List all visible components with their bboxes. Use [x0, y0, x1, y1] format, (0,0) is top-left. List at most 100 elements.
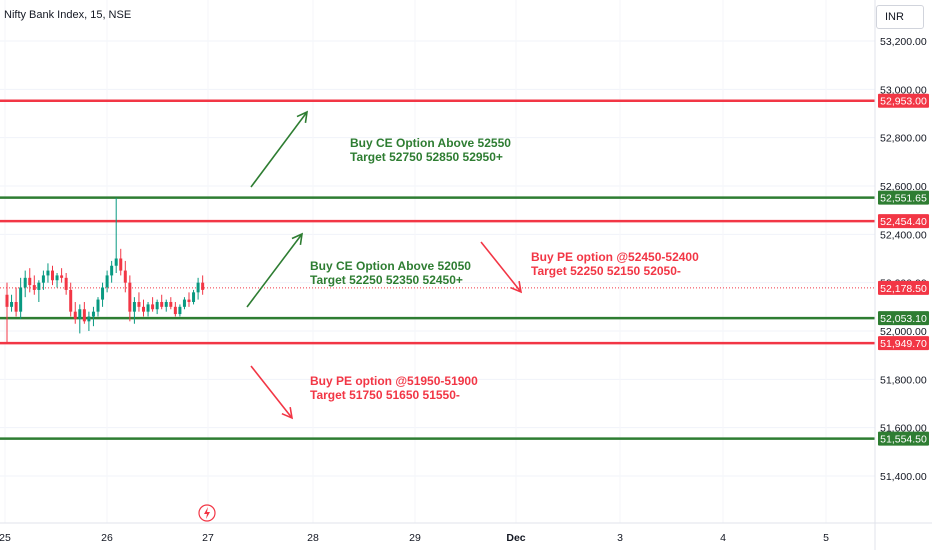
annotation-line2: Target 52750 52850 52950+ [350, 150, 503, 164]
y-tick-label: 53,200.00 [880, 36, 927, 48]
currency-button[interactable]: INR [876, 5, 924, 29]
level-price-label: 52,953.00 [880, 96, 927, 108]
level-price-tag [878, 336, 929, 351]
candle-body [160, 302, 164, 307]
trade-arrowhead [281, 407, 294, 420]
candle-body [19, 287, 23, 312]
candle-body [46, 270, 50, 276]
candle-body [10, 302, 14, 307]
trade-arrows [246, 110, 523, 420]
trade-arrowhead [510, 281, 523, 294]
candlestick-series [5, 197, 205, 344]
level-price-label: 52,053.10 [880, 313, 927, 325]
trade-arrowhead [291, 232, 304, 245]
last-price-tag [878, 280, 929, 295]
candle-body [96, 299, 100, 312]
candle-body [110, 265, 114, 276]
y-tick-label: 51,400.00 [880, 471, 927, 483]
candle-body [28, 277, 32, 286]
annotation-line1: Buy CE Option Above 52550 [350, 136, 511, 150]
trade-arrow [250, 365, 293, 419]
candle-body [169, 302, 173, 307]
candle-body [23, 277, 27, 288]
candle-body [128, 282, 132, 312]
level-price-label: 51,949.70 [880, 338, 927, 350]
level-price-label: 51,554.50 [880, 434, 927, 446]
candle-body [101, 287, 105, 300]
trade-arrowhead [296, 110, 308, 124]
y-tick-label: 52,000.00 [880, 326, 927, 338]
candle-body [60, 275, 64, 278]
candle-body [164, 302, 168, 307]
time-axis: 25 26 27 28 29 Dec 3 4 5 [0, 504, 932, 544]
candle-body [64, 277, 68, 290]
trade-arrow [246, 233, 303, 308]
lightning-icon-bolt [204, 507, 210, 519]
level-price-tag [878, 190, 929, 205]
candle-body [78, 309, 82, 319]
trade-arrow [250, 111, 308, 188]
annotation-line1: Buy PE option @51950-51900 [310, 374, 478, 388]
symbol-title[interactable]: Nifty Bank Index, 15, NSE [4, 9, 132, 21]
candle-body [91, 311, 95, 317]
candle-body [196, 282, 200, 293]
candle-body [182, 299, 186, 307]
candle-body [5, 294, 9, 307]
candle-body [55, 275, 59, 281]
level-price-label: 52,454.40 [880, 216, 927, 228]
candle-body [173, 306, 177, 315]
support-resistance-lines [0, 99, 875, 440]
x-tick-label: 25 [0, 532, 11, 544]
candle-body [151, 304, 155, 310]
level-price-tag [878, 431, 929, 446]
candle-body [123, 270, 127, 283]
y-tick-label: 52,600.00 [880, 181, 927, 193]
candle-body [119, 258, 123, 271]
x-tick-label: 29 [409, 532, 421, 544]
candle-body [178, 306, 182, 315]
level-price-tag [878, 93, 929, 108]
annotation-line2: Target 52250 52150 52050- [531, 264, 681, 278]
annotation-line1: Buy CE Option Above 52050 [310, 259, 471, 273]
annotation-line2: Target 52250 52350 52450+ [310, 273, 463, 287]
candle-body [105, 275, 109, 288]
y-tick-label: 52,400.00 [880, 229, 927, 241]
annotation-line1: Buy PE option @52450-52400 [531, 250, 699, 264]
x-tick-label: 27 [202, 532, 214, 544]
annotation-line2: Target 51750 51650 51550- [310, 388, 460, 402]
candle-body [87, 316, 91, 322]
candle-body [114, 258, 118, 266]
trade-arrow [480, 241, 522, 293]
candle-body [37, 282, 41, 290]
x-tick-label: Dec [506, 532, 525, 544]
x-tick-label: 26 [101, 532, 113, 544]
y-tick-label: 53,000.00 [880, 84, 927, 96]
candle-body [132, 302, 136, 312]
candle-body [187, 299, 191, 302]
last-price-label: 52,178.50 [880, 283, 927, 295]
grid [0, 40, 875, 477]
level-price-tag [878, 214, 929, 229]
candle-body [69, 289, 73, 312]
candle-body [51, 270, 54, 281]
candle-body [41, 275, 45, 283]
candle-body [32, 285, 36, 290]
level-price-tag [878, 311, 929, 326]
candle-body [73, 311, 77, 319]
x-tick-label: 3 [617, 532, 623, 544]
candle-body [142, 306, 145, 312]
lightning-icon [198, 504, 216, 522]
x-tick-label: 28 [307, 532, 319, 544]
candle-body [146, 304, 150, 312]
candle-body [14, 302, 18, 312]
candle-body [201, 282, 205, 290]
level-price-labels: 52,953.00 52,551.65 52,454.40 52,053.10 51,9… [878, 93, 929, 446]
candle-body [192, 292, 196, 302]
price-axis: 53,200.00 53,000.00 52,800.00 52,600.00 52,4… [874, 0, 927, 550]
x-tick-label: 4 [720, 532, 726, 544]
candle-body [155, 302, 159, 310]
y-tick-label: 52,800.00 [880, 133, 927, 145]
